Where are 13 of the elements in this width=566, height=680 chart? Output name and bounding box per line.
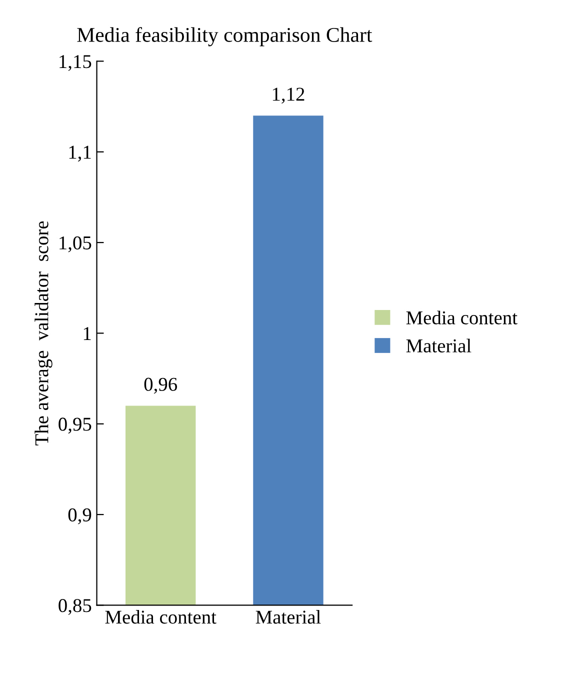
y-tick-label: 0,95: [58, 418, 92, 434]
data-label: 0,96: [144, 378, 178, 394]
y-axis-title: The average validator score: [34, 221, 52, 446]
y-tick-label: 1,05: [60, 236, 92, 252]
chart-title: Media feasibility comparison Chart: [77, 27, 372, 46]
legend-label: Media content: [406, 310, 518, 324]
y-tick-label: 1,1: [69, 146, 91, 162]
data-label: 1,12: [272, 88, 304, 104]
y-tick-label: 1,15: [60, 55, 92, 71]
y-tick-label: 0,85: [58, 599, 92, 615]
legend-label: Material: [406, 338, 472, 352]
y-tick-label: 1: [84, 327, 91, 340]
y-tick-label: 0,9: [68, 508, 92, 524]
